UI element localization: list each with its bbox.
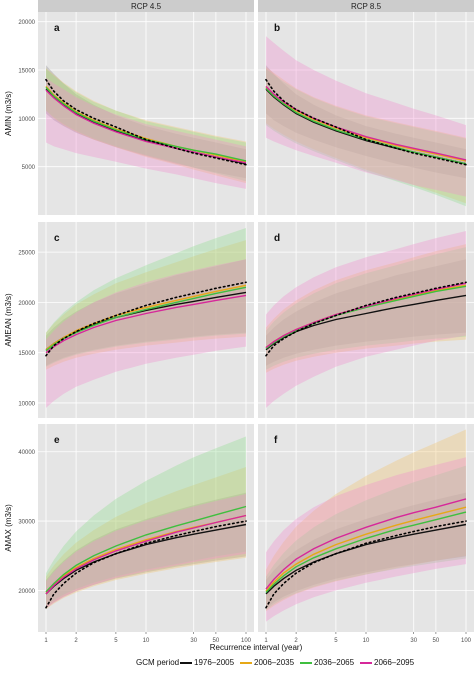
y-tick-label: 40000	[18, 450, 35, 456]
panel-b-band-2006-2035	[266, 67, 466, 204]
strip-label-rcp-4-5: RCP 4.5	[131, 2, 162, 11]
legend-swatch-2036-2065	[300, 662, 312, 664]
panel-f-observed-line	[265, 520, 467, 609]
panel-d-letter: d	[274, 233, 280, 244]
panel-d-band-2006-2035	[266, 244, 466, 373]
panel-e-observed-line	[45, 520, 247, 609]
y-tick-label: 15000	[18, 69, 35, 75]
x-tick-label: 5	[114, 638, 118, 644]
panel-a-band-2066-2095	[46, 77, 246, 189]
strip-bg-rcp-4-5	[38, 0, 254, 12]
panel-c-observed-line	[45, 281, 247, 357]
x-tick-label: 30	[410, 638, 417, 644]
x-tick-label: 100	[241, 638, 252, 644]
x-tick-label: 1	[264, 638, 268, 644]
x-tick-label: 10	[363, 638, 370, 644]
legend-title: GCM period	[136, 658, 180, 667]
panel-d-band-2036-2065	[266, 247, 466, 370]
x-tick-label: 100	[461, 638, 472, 644]
x-tick-label: 2	[294, 638, 298, 644]
legend-swatch-2066-2095	[360, 662, 372, 664]
panel-a-letter: a	[54, 23, 60, 34]
panel-b-line-2036-2065	[265, 87, 467, 165]
panel-b-band-2066-2095	[266, 36, 466, 197]
y-tick-label: 25000	[18, 251, 35, 257]
panel-e-band-1976-2005	[46, 492, 246, 608]
panel-c-line-2036-2065	[45, 286, 247, 352]
panel-c-band-2036-2065	[46, 228, 246, 367]
panel-d-band-2066-2095	[266, 231, 466, 408]
y-tick-label: 5000	[22, 165, 36, 171]
panel-c-band-1976-2005	[46, 259, 246, 366]
y-tick-label: 20000	[18, 20, 35, 26]
legend-label-2036-2065: 2036–2065	[314, 658, 355, 667]
panel-d-line-2066-2095	[265, 282, 467, 349]
panel-f-band-2006-2035	[266, 429, 466, 612]
legend-label-2066-2095: 2066–2095	[374, 658, 415, 667]
x-tick-label: 5	[334, 638, 338, 644]
panel-b-letter: b	[274, 23, 280, 34]
panel-c-line-2066-2095	[45, 294, 247, 354]
y-tick-label: 15000	[18, 351, 35, 357]
legend-swatch-1976-2005	[180, 662, 192, 664]
y-tick-label: 20000	[18, 301, 35, 307]
y-axis-label-amax-m3-s: AMAX (m3/s)	[4, 504, 13, 552]
x-axis-label: Recurrence interval (year)	[210, 643, 303, 652]
y-axis-label-amean-m3-s: AMEAN (m3/s)	[4, 293, 13, 347]
panel-f-line-2036-2065	[265, 511, 467, 593]
panel-a-line-2036-2065	[45, 86, 247, 162]
legend-swatch-2006-2035	[240, 662, 252, 664]
panel-b-observed-line	[265, 78, 467, 166]
panel-f-line-2066-2095	[265, 498, 467, 590]
panel-f-line-2006-2035	[265, 506, 467, 592]
panel-e-line-2066-2095	[45, 514, 247, 595]
panel-e-line-2036-2065	[45, 505, 247, 593]
legend: GCM period 1976–2005 2006–2035 2036–2065…	[0, 655, 474, 671]
x-tick-label: 10	[143, 638, 150, 644]
y-axis-label-amin-m3-s: AMIN (m3/s)	[4, 91, 13, 136]
panel-e-band-2006-2035	[46, 467, 246, 610]
panel-e-band-2066-2095	[46, 494, 246, 609]
x-tick-label: 30	[190, 638, 197, 644]
strip-bg-rcp-8-5	[258, 0, 474, 12]
panel-a-line-2066-2095	[45, 89, 247, 164]
panel-d-observed-line	[265, 281, 467, 357]
y-tick-label: 10000	[18, 401, 35, 407]
strip-label-rcp-8-5: RCP 8.5	[351, 2, 382, 11]
x-tick-label: 50	[213, 638, 220, 644]
panel-a-observed-line	[45, 78, 247, 166]
panel-c-letter: c	[54, 233, 60, 244]
panel-f-band-2066-2095	[266, 457, 466, 622]
panel-e-letter: e	[54, 435, 60, 446]
legend-label-2006-2035: 2006–2035	[254, 658, 295, 667]
panel-f-letter: f	[274, 435, 278, 446]
y-tick-label: 30000	[18, 520, 35, 526]
x-tick-label: 2	[74, 638, 78, 644]
legend-label-1976-2005: 1976–2005	[194, 658, 235, 667]
y-tick-label: 20000	[18, 589, 35, 595]
y-tick-label: 10000	[18, 117, 35, 123]
panel-e-band-2036-2065	[46, 436, 246, 606]
x-tick-label: 1	[44, 638, 48, 644]
panel-d-line-1976-2005	[265, 294, 467, 351]
panel-b-line-2006-2035	[265, 86, 467, 162]
panel-f-band-1976-2005	[266, 492, 466, 608]
panel-d-band-1976-2005	[266, 259, 466, 366]
x-tick-label: 50	[433, 638, 440, 644]
